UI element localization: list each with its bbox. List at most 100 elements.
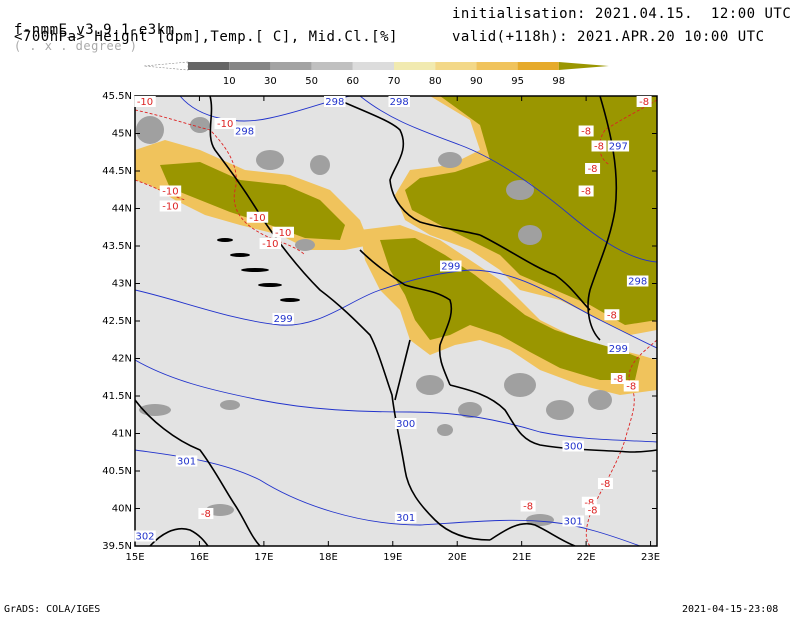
colorbar-segment	[188, 62, 230, 70]
height-contour-label: 301	[564, 517, 583, 528]
initialisation-time: initialisation: 2021.04.15. 12:00 UTC	[452, 6, 792, 22]
temp-contour-label-bg	[610, 373, 626, 384]
colorbar-segment	[270, 62, 312, 70]
colorbar-label: 70	[388, 76, 401, 87]
temp-contour-label: -10	[137, 97, 153, 108]
height-contour-label: 301	[177, 457, 196, 468]
temp-contour-label-bg	[581, 496, 597, 508]
height-contour-label-bg	[324, 96, 346, 107]
height-contour-label-bg	[394, 511, 417, 523]
border-central	[359, 249, 453, 386]
temp-contour-label: -8	[584, 498, 594, 509]
islands	[217, 238, 300, 302]
colorbar: 10 30 50 60 70 80 90 95 98	[143, 61, 609, 87]
projection-note: ( . x . degree )	[13, 39, 138, 53]
lat-tick-label: 42.5N	[102, 316, 132, 327]
lon-tick-label: 18E	[319, 552, 338, 563]
lat-tick-label: 40N	[112, 504, 132, 515]
colorbar-segment	[352, 62, 394, 70]
height-contour-label: 302	[135, 532, 154, 543]
height-contour-299	[135, 269, 657, 349]
height-contour-label: 301	[396, 513, 415, 524]
height-contour-label: 300	[396, 419, 415, 430]
temp-contour-label-bg	[159, 200, 182, 212]
colorbar-label: 90	[470, 76, 483, 87]
temp-contour-label-bg	[159, 185, 182, 197]
border-north	[329, 96, 481, 236]
lat-tick-label: 44.5N	[102, 166, 132, 177]
coastline-greece	[489, 522, 576, 546]
lat-tick-label: 39.5N	[102, 541, 132, 552]
height-contour-label-bg	[440, 260, 462, 272]
temp-contour-label-bg	[585, 504, 601, 516]
lat-tick-label: 45.5N	[102, 91, 132, 102]
axis-ticks: 45.5N 45N 44.5N 44N 43.5N 43N 42.5N 42N 41.5N 41N…	[102, 91, 660, 563]
height-contour-label-bg	[626, 275, 649, 287]
temp-contour-label: -8	[600, 479, 610, 490]
colorbar-left-arrow	[143, 61, 189, 71]
lat-tick-label: 43N	[112, 279, 132, 290]
field-description: <700hPa> Height [dpm],Temp.[ C], Mid.Cl.…	[14, 29, 398, 45]
height-contour-label-bg	[607, 343, 630, 354]
temp-contour-label: -10	[162, 187, 178, 198]
temp-contour-label-bg	[585, 163, 601, 174]
coastline-adriatic-east	[209, 96, 491, 541]
border-albania	[394, 339, 411, 401]
colorbar-label: 60	[346, 76, 359, 87]
temp-contour-label: -10	[262, 239, 278, 250]
colorbar-segment	[476, 62, 518, 70]
temp-contour-label: -8	[626, 382, 636, 393]
temp-contour-label-bg	[198, 508, 214, 519]
height-contour-label: 298	[325, 97, 344, 108]
height-contour-label: 297	[609, 142, 628, 153]
cloud-region-west-core	[160, 162, 345, 240]
colorbar-label: 10	[223, 76, 236, 87]
height-contour-label-bg	[562, 440, 584, 452]
temp-contour-label-bg	[259, 238, 282, 249]
lon-tick-label: 19E	[383, 552, 402, 563]
temp-contour-label-bg	[520, 500, 536, 512]
temp-contour-label: -8	[594, 142, 604, 153]
height-contour-label-bg	[562, 515, 584, 527]
colorbar-right-arrow	[558, 62, 609, 70]
colorbar-label: 98	[552, 76, 565, 87]
height-contour-label-bg	[388, 96, 410, 107]
temp-contour-label: -8	[581, 187, 591, 198]
temp-contour-label-bg	[604, 309, 620, 321]
height-contour-label-bg	[272, 313, 294, 324]
lat-tick-label: 45N	[112, 129, 132, 140]
model-title: f-nmmE_v3.9.1-e3km ( . x . degree )	[0, 6, 175, 54]
colorbar-segment	[311, 62, 353, 70]
temp-contour-label: -8	[523, 502, 533, 513]
temp-contour-label-bg	[134, 96, 156, 107]
border-south	[449, 384, 657, 453]
temp-contour-label: -8	[581, 127, 591, 138]
coastline-italy	[135, 399, 261, 546]
height-contour-label-bg	[607, 140, 630, 152]
height-contour-label-bg	[175, 455, 198, 467]
footer-timestamp: 2021-04-15-23:08	[682, 604, 779, 615]
temp-contour-label: -10	[217, 119, 233, 130]
height-contour-label: 300	[564, 442, 583, 453]
colorbar-segment	[517, 62, 559, 70]
temp-contour-label: -10	[249, 213, 265, 224]
lat-tick-label: 41N	[112, 429, 132, 440]
lat-tick-label: 43.5N	[102, 241, 132, 252]
temp-contour-label-bg	[246, 211, 269, 223]
lon-tick-label: 22E	[577, 552, 596, 563]
lon-tick-label: 21E	[512, 552, 531, 563]
temp-contour-label: -8	[613, 374, 623, 385]
border-east-b	[479, 234, 591, 311]
temp-contour-label: -10	[162, 202, 178, 213]
height-contour-300	[135, 359, 657, 443]
colorbar-segment	[435, 62, 477, 70]
height-contour-label-bg	[233, 125, 256, 137]
temp-contour-label-bg	[597, 478, 613, 489]
height-contour-label-bg	[394, 418, 417, 429]
height-contour-298-b	[359, 96, 657, 263]
footer-credit: GrADS: COLA/IGES	[4, 604, 101, 615]
coastline-italy-heel	[149, 528, 209, 546]
temp-contour-label-bg	[578, 185, 594, 197]
model-name: f-nmmE_v3.9.1-e3km	[13, 22, 175, 38]
